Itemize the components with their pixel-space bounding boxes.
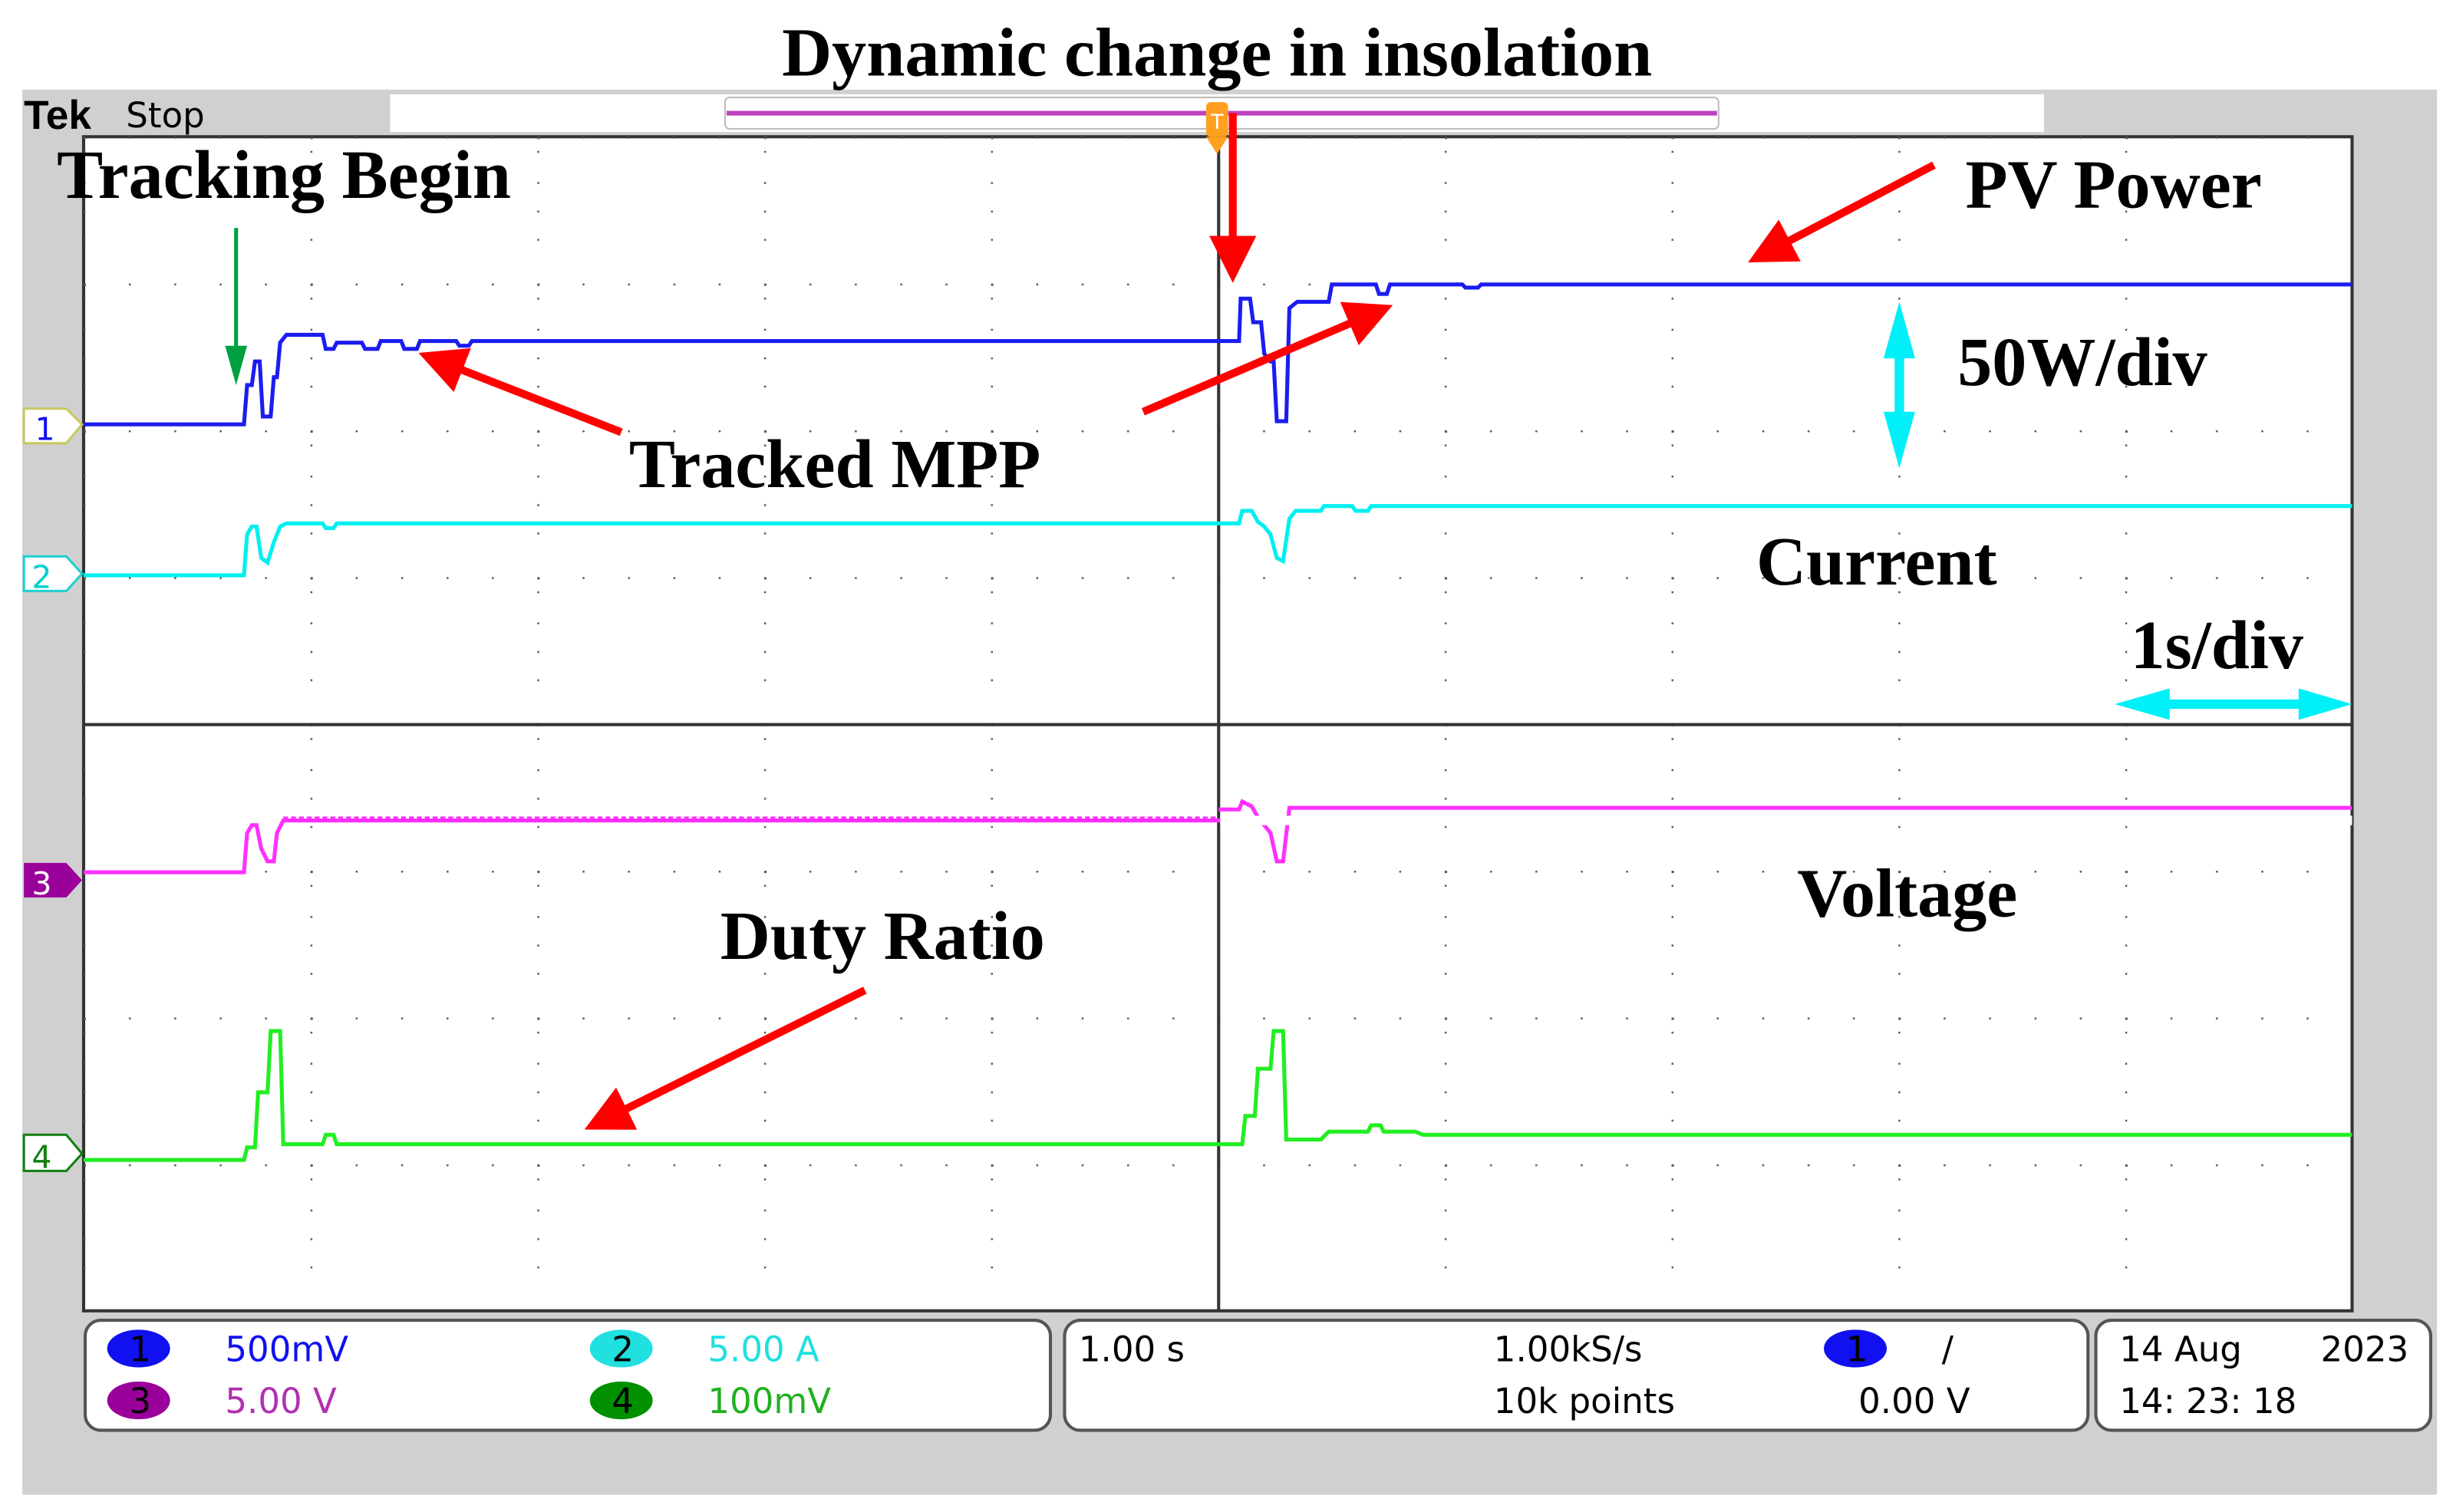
- sample-rate-value: 1.00kS/s: [1494, 1329, 1643, 1369]
- trigger-level-value: 0.00 V: [1858, 1381, 1970, 1421]
- svg-text:100mV: 100mV: [707, 1381, 831, 1421]
- time-value: 14: 23: 18: [2119, 1381, 2296, 1421]
- ch1-pv-power-trace: [83, 282, 2352, 427]
- brand-label: Tek: [24, 93, 91, 138]
- duty-ratio-arrow: [584, 987, 867, 1130]
- channel-3-marker[interactable]: 3: [24, 862, 82, 902]
- duty-ratio-label: Duty Ratio: [720, 898, 1045, 974]
- svg-text:4: 4: [31, 1138, 51, 1175]
- trigger-source[interactable]: 1: [1824, 1329, 1888, 1369]
- channel-scale-panel[interactable]: [83, 1318, 1053, 1432]
- date-value: 14 Aug: [2119, 1329, 2242, 1369]
- svg-text:1: 1: [129, 1329, 151, 1369]
- record-length-value: 10k points: [1494, 1381, 1675, 1421]
- svg-text:2: 2: [612, 1329, 634, 1369]
- svg-text:3: 3: [31, 865, 51, 902]
- svg-text:4: 4: [612, 1381, 634, 1421]
- power-scale-label: 50W/div: [1957, 324, 2207, 400]
- tracking-begin-label: Tracking Begin: [57, 137, 511, 213]
- pv-power-label: PV Power: [1965, 147, 2261, 222]
- svg-text:5.00 V: 5.00 V: [225, 1381, 337, 1421]
- time-scale-label: 1s/div: [2131, 608, 2304, 684]
- ch1-scale[interactable]: 1 500mV: [107, 1329, 349, 1369]
- ch4-scale[interactable]: 4 100mV: [589, 1381, 832, 1421]
- channel-4-marker[interactable]: 4: [22, 1133, 84, 1175]
- ch3-scale[interactable]: 3 5.00 V: [107, 1381, 337, 1421]
- svg-text:500mV: 500mV: [225, 1329, 348, 1369]
- ch4-duty-ratio-trace: [83, 1029, 2352, 1162]
- power-scale-arrow-icon: [1883, 301, 1915, 469]
- chart-title: Dynamic change in insolation: [782, 15, 1652, 91]
- year-value: 2023: [2321, 1329, 2409, 1369]
- datetime-panel: [2094, 1318, 2432, 1432]
- run-state-label: Stop: [126, 95, 204, 136]
- svg-text:1: 1: [35, 411, 54, 448]
- channel-1-marker[interactable]: 1: [22, 407, 84, 448]
- trigger-slope-icon: /: [1942, 1329, 1954, 1369]
- channel-2-marker[interactable]: 2: [22, 555, 84, 595]
- time-scale-arrow-icon: [2115, 688, 2352, 720]
- tracked-mpp-label: Tracked MPP: [629, 427, 1040, 502]
- svg-text:3: 3: [129, 1381, 151, 1421]
- ch2-current-trace: [83, 504, 2352, 578]
- svg-text:2: 2: [31, 558, 51, 595]
- pv-power-arrow: [1748, 161, 1936, 263]
- svg-text:5.00 A: 5.00 A: [707, 1329, 819, 1369]
- current-label: Current: [1756, 524, 1997, 600]
- ch2-scale[interactable]: 2 5.00 A: [589, 1329, 819, 1369]
- voltage-label: Voltage: [1797, 855, 2017, 931]
- svg-text:1: 1: [1846, 1329, 1868, 1369]
- trigger-position-icon[interactable]: T: [1205, 102, 1228, 154]
- ch3-voltage-trace: [83, 818, 2352, 875]
- ch3-mask: [1220, 815, 2352, 825]
- timebase-value: 1.00 s: [1079, 1329, 1185, 1369]
- tracked-mpp-arrow-right: [1141, 301, 1393, 416]
- svg-text:T: T: [1210, 110, 1224, 134]
- tracked-mpp-arrow-left: [418, 348, 623, 436]
- tracking-begin-arrowhead: [225, 345, 248, 385]
